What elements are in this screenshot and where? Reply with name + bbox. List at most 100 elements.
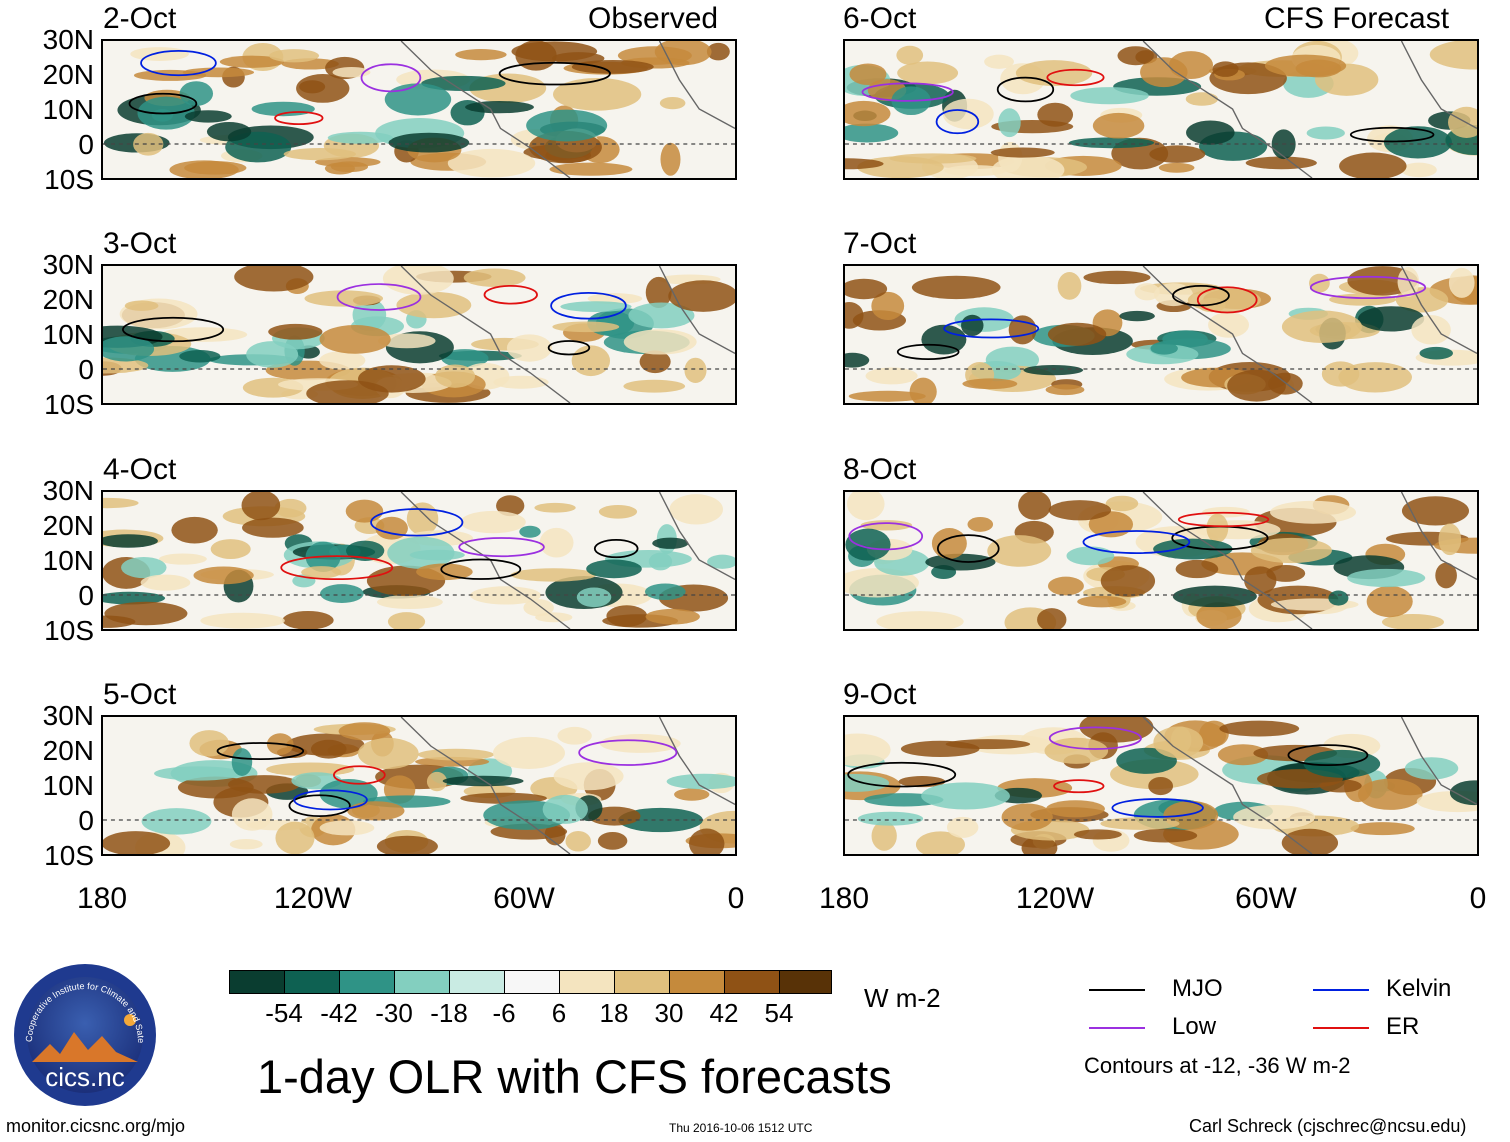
olr-anomaly-blob bbox=[648, 552, 673, 571]
olr-anomaly-blob bbox=[1219, 720, 1300, 737]
cics-logo: Cooperative Institute for Climate and Sa… bbox=[9, 954, 158, 1108]
lat-label: 0 bbox=[78, 805, 94, 836]
wave-contour bbox=[1053, 779, 1105, 794]
olr-anomaly-blob bbox=[1347, 568, 1426, 588]
olr-anomaly-blob bbox=[666, 773, 735, 790]
lon-label: 120W bbox=[273, 882, 353, 915]
olr-anomaly-blob bbox=[1092, 112, 1145, 139]
olr-anomaly-blob bbox=[860, 520, 913, 531]
olr-anomaly-blob bbox=[845, 158, 884, 170]
colorbar-cell bbox=[284, 970, 340, 994]
olr-anomaly-blob bbox=[1175, 559, 1219, 579]
lat-label: 10N bbox=[42, 319, 94, 350]
wave-contour bbox=[333, 765, 386, 785]
olr-anomaly-blob bbox=[1306, 126, 1345, 140]
olr-anomaly-blob bbox=[388, 132, 470, 153]
legend-label-kelvin: Kelvin bbox=[1386, 975, 1452, 1002]
olr-anomaly-blob bbox=[998, 108, 1021, 138]
legend-note: Contours at -12, -36 W m-2 bbox=[1084, 1053, 1351, 1078]
olr-anomaly-blob bbox=[865, 367, 918, 385]
olr-anomaly-blob bbox=[193, 566, 254, 585]
olr-anomaly-blob bbox=[576, 587, 612, 608]
colorbar-tick: -54 bbox=[265, 998, 303, 1028]
lat-label: 30N bbox=[42, 700, 94, 731]
lat-label: 30N bbox=[42, 475, 94, 506]
olr-anomaly-blob bbox=[845, 301, 864, 329]
olr-anomaly-blob bbox=[1073, 829, 1122, 840]
olr-anomaly-blob bbox=[534, 502, 576, 513]
olr-anomaly-blob bbox=[470, 586, 542, 605]
footer-url[interactable]: monitor.cicsnc.org/mjo bbox=[6, 1116, 186, 1136]
wave-contour bbox=[1172, 285, 1230, 307]
olr-anomaly-blob bbox=[319, 351, 366, 370]
map-field bbox=[103, 266, 735, 403]
wave-contour bbox=[293, 789, 368, 811]
olr-anomaly-blob bbox=[921, 782, 1010, 810]
olr-anomaly-blob bbox=[387, 536, 455, 569]
observed-header: Observed bbox=[588, 2, 719, 35]
olr-anomaly-blob bbox=[1401, 162, 1437, 178]
lat-label: 20N bbox=[42, 735, 94, 766]
olr-anomaly-blob bbox=[1057, 272, 1082, 300]
olr-anomaly-blob bbox=[645, 608, 700, 625]
olr-anomaly-blob bbox=[684, 357, 707, 384]
olr-anomaly-blob bbox=[1100, 817, 1180, 830]
olr-anomaly-blob bbox=[324, 162, 355, 175]
olr-anomaly-blob bbox=[544, 823, 566, 846]
olr-anomaly-blob bbox=[1047, 322, 1107, 346]
olr-anomaly-blob bbox=[241, 492, 281, 521]
olr-anomaly-blob bbox=[617, 46, 692, 65]
olr-anomaly-blob bbox=[103, 831, 171, 854]
olr-anomaly-blob bbox=[1037, 608, 1067, 629]
olr-anomaly-blob bbox=[944, 165, 1007, 177]
coastline bbox=[400, 717, 735, 854]
olr-anomaly-blob bbox=[526, 109, 608, 142]
olr-anomaly-blob bbox=[382, 266, 454, 295]
olr-anomaly-blob bbox=[103, 591, 166, 605]
lat-label: 10N bbox=[42, 770, 94, 801]
colorbar-tick: -6 bbox=[492, 998, 516, 1028]
lat-label: 30N bbox=[42, 24, 94, 55]
wave-contour bbox=[1177, 511, 1270, 528]
olr-anomaly-blob bbox=[320, 584, 364, 604]
olr-anomaly-blob bbox=[897, 61, 959, 85]
olr-anomaly-blob bbox=[1046, 800, 1105, 818]
olr-anomaly-blob bbox=[1329, 293, 1397, 306]
olr-anomaly-blob bbox=[189, 730, 229, 757]
olr-anomaly-blob bbox=[283, 148, 356, 161]
olr-anomaly-blob bbox=[184, 110, 232, 123]
olr-anomaly-blob bbox=[347, 801, 405, 821]
wave-contour bbox=[1048, 726, 1142, 750]
olr-anomaly-blob bbox=[1401, 496, 1470, 526]
panel-date: 8-Oct bbox=[843, 453, 917, 486]
wave-contour bbox=[1082, 530, 1191, 554]
wave-contour bbox=[1111, 798, 1204, 818]
olr-anomaly-blob bbox=[231, 748, 253, 776]
lat-label: 10S bbox=[44, 389, 94, 420]
map-field bbox=[103, 717, 735, 854]
olr-anomaly-blob bbox=[896, 45, 924, 65]
olr-anomaly-blob bbox=[557, 726, 592, 745]
colorbar-cell bbox=[229, 970, 285, 994]
map-field bbox=[103, 41, 735, 178]
olr-anomaly-blob bbox=[417, 748, 494, 761]
olr-anomaly-blob bbox=[1245, 156, 1317, 170]
footer-author: Carl Schreck (cjschrec@ncsu.edu) bbox=[1189, 1116, 1467, 1136]
olr-anomaly-blob bbox=[1244, 566, 1277, 595]
wave-contour bbox=[578, 739, 678, 766]
panel-date: 4-Oct bbox=[103, 453, 177, 486]
olr-anomaly-blob bbox=[345, 499, 384, 523]
olr-anomaly-blob bbox=[1149, 145, 1206, 163]
olr-anomaly-blob bbox=[229, 839, 263, 850]
olr-anomaly-blob bbox=[515, 41, 557, 71]
olr-anomaly-blob bbox=[652, 537, 689, 549]
panel-date: 6-Oct bbox=[843, 2, 917, 35]
olr-anomaly-blob bbox=[274, 498, 307, 518]
olr-anomaly-blob bbox=[1048, 500, 1112, 521]
olr-anomaly-blob bbox=[416, 563, 473, 581]
lon-label: 180 bbox=[818, 882, 870, 915]
legend-line-low bbox=[1089, 1027, 1145, 1029]
coastline bbox=[1142, 41, 1477, 178]
olr-anomaly-blob bbox=[921, 324, 967, 355]
olr-anomaly-blob bbox=[523, 599, 554, 617]
